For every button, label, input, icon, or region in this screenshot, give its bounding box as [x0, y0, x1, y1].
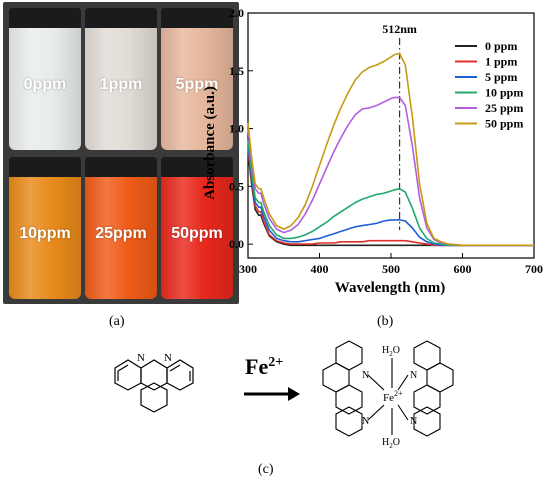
absorbance-chart: 300 400 500 600 700 0.0 0.5 1.0 1.5 2.0 512nm 0 pp…	[202, 6, 543, 296]
vial-50ppm: 50ppm	[161, 157, 233, 299]
vial-label: 1ppm	[99, 76, 143, 94]
series-line-50ppm	[247, 52, 534, 247]
complex-n-4: N	[410, 416, 417, 427]
vial-label: 25ppm	[95, 225, 147, 243]
y-tick-label: 0.5	[229, 179, 244, 193]
vial-label: 50ppm	[171, 225, 223, 243]
x-tick-label: 500	[382, 262, 400, 276]
series-line-0ppm	[247, 151, 534, 247]
y-tick-label: 1.0	[229, 122, 244, 136]
vial-label: 5ppm	[175, 76, 219, 94]
vial-0ppm: 0ppm	[9, 8, 81, 150]
vial-25ppm: 25ppm	[85, 157, 157, 299]
complex-center: Fe2+	[383, 389, 403, 404]
series-line-25ppm	[247, 96, 534, 247]
complex-n-1: N	[362, 370, 369, 381]
x-tick-label: 600	[454, 262, 472, 276]
phen-n-right: N	[164, 352, 172, 364]
reaction-scheme: N N Fe2+ Fe2+ H2O H2O N N N N (c)	[114, 340, 454, 477]
water-bottom: H2O	[382, 437, 400, 450]
y-tick-label: 1.5	[229, 64, 244, 78]
y-tick-label: 0.0	[229, 237, 244, 251]
legend-label: 10 ppm	[485, 86, 523, 100]
chart-series-lines	[247, 52, 534, 247]
complex-n-2: N	[362, 416, 369, 427]
series-line-1ppm	[247, 149, 534, 247]
reaction-arrow	[244, 387, 300, 401]
y-axis-label: Absorbance (a.u.)	[202, 86, 218, 200]
vials-photo: 0ppm 1ppm 5ppm 10ppm 25ppm 50ppm	[3, 2, 239, 304]
x-tick-label: 400	[311, 262, 329, 276]
phen-n-left: N	[137, 352, 145, 364]
legend-label: 1 ppm	[485, 55, 517, 69]
annotation-label: 512nm	[382, 22, 417, 36]
panel-label-a: (a)	[109, 314, 125, 329]
series-line-10ppm	[247, 140, 534, 247]
vial-label: 0ppm	[23, 76, 67, 94]
legend-label: 50 ppm	[485, 117, 523, 131]
x-tick-label: 300	[239, 262, 257, 276]
fe-phen-complex	[322, 340, 454, 437]
legend-label: 5 ppm	[485, 70, 517, 84]
vial-10ppm: 10ppm	[9, 157, 81, 299]
series-line-5ppm	[247, 145, 534, 247]
phenanthroline-molecule	[114, 359, 194, 413]
y-tick-label: 2.0	[229, 6, 244, 20]
reagent-label: Fe2+	[245, 354, 283, 379]
vial-label: 10ppm	[19, 225, 71, 243]
x-axis-label: Wavelength (nm)	[335, 280, 445, 296]
complex-n-3: N	[410, 370, 417, 381]
panel-label-c: (c)	[258, 462, 274, 477]
vial-5ppm: 5ppm	[161, 8, 233, 150]
water-top: H2O	[382, 345, 400, 358]
chart-axes: 300 400 500 600 700 0.0 0.5 1.0 1.5 2.0 512nm	[229, 6, 543, 276]
legend-label: 0 ppm	[485, 39, 517, 53]
legend-label: 25 ppm	[485, 101, 523, 115]
x-tick-label: 700	[525, 262, 543, 276]
vial-1ppm: 1ppm	[85, 8, 157, 150]
panel-label-b: (b)	[377, 314, 394, 329]
